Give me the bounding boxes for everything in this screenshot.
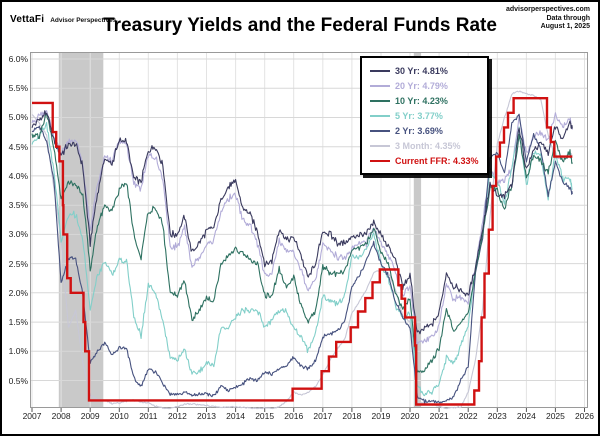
x-axis-tick-label: 2018 (342, 411, 362, 421)
y-axis-tick-label: 5.0% (8, 112, 28, 123)
legend-swatch-line (370, 114, 390, 117)
x-axis-tick-label: 2021 (429, 411, 449, 421)
legend-swatch-line (370, 159, 390, 162)
y-axis-tick-label: 1.5% (8, 317, 28, 328)
source-attribution: advisorperspectives.com Data through Aug… (506, 6, 590, 32)
x-axis-tick-label: 2012 (167, 411, 187, 421)
x-axis-tick-label: 2013 (197, 411, 216, 421)
legend-item-label: 2 Yr: 3.69% (395, 125, 443, 136)
y-axis-tick-label: 1.0% (8, 346, 28, 357)
y-axis-tick-label: 2.0% (8, 287, 28, 298)
legend-item-20-yr: 20 Yr: 4.79% (370, 79, 479, 92)
legend-item-current-ffr: Current FFR: 4.33% (370, 154, 479, 167)
x-axis-tick-label: 2020 (400, 411, 420, 421)
vettafi-logo: VettaFi (10, 14, 45, 25)
legend-item-5-yr: 5 Yr: 3.77% (370, 109, 479, 122)
x-axis-tick-label: 2014 (226, 411, 246, 421)
brand-logo: VettaFi Advisor Perspectives (10, 9, 116, 27)
legend-swatch-line (370, 144, 390, 147)
x-axis-tick-label: 2010 (109, 411, 129, 421)
y-axis-tick-label: 0.5% (8, 375, 28, 386)
x-axis-tick-label: 2026 (575, 411, 594, 421)
legend: 30 Yr: 4.81% 20 Yr: 4.79% 10 Yr: 4.23% 5 Yr… (360, 56, 489, 175)
recession-band (413, 52, 422, 408)
x-axis-tick-label: 2009 (80, 411, 100, 421)
legend-item-10-yr: 10 Yr: 4.23% (370, 94, 479, 107)
legend-item-label: 30 Yr: 4.81% (395, 65, 448, 76)
source-url: advisorperspectives.com (505, 6, 590, 13)
y-axis-tick-label: 4.5% (8, 141, 28, 152)
legend-item-label: 3 Month: 4.35% (395, 140, 461, 151)
legend-swatch-line (370, 69, 390, 72)
legend-item-30-yr: 30 Yr: 4.81% (370, 64, 479, 77)
legend-item-label: 10 Yr: 4.23% (395, 95, 448, 106)
x-axis-labels: 2007 2008 2009 2010 2011 2012 2013 2014 2015 2016… (2, 411, 598, 424)
series-line-3-month (31, 90, 573, 410)
x-axis-tick-label: 2007 (22, 411, 42, 421)
legend-swatch-line (370, 84, 390, 87)
x-axis-tick-label: 2015 (255, 411, 275, 421)
x-axis-tick-label: 2017 (313, 411, 333, 421)
data-through-date: August 1, 2025 (540, 23, 590, 30)
x-axis-tick-label: 2025 (545, 411, 565, 421)
advisor-perspectives-label: Advisor Perspectives (50, 17, 117, 24)
legend-swatch-line (370, 99, 390, 102)
y-axis-tick-label: 2.5% (8, 258, 28, 269)
legend-item-2-yr: 2 Yr: 3.69% (370, 124, 479, 137)
series-line-2-yr (31, 113, 573, 404)
legend-item-label: 20 Yr: 4.79% (395, 80, 448, 91)
x-axis-tick-label: 2022 (458, 411, 478, 421)
x-axis-tick-label: 2024 (516, 411, 536, 421)
series-line-30-yr (31, 110, 573, 335)
x-axis-tick-label: 2011 (139, 411, 158, 421)
legend-item-3-month: 3 Month: 4.35% (370, 139, 479, 152)
chart-title: Treasury Yields and the Federal Funds Ra… (103, 15, 497, 36)
legend-swatch-line (370, 129, 390, 132)
x-axis-tick-label: 2023 (487, 411, 507, 421)
series-line-20-yr (31, 110, 573, 346)
ffr-step-line (32, 97, 573, 406)
plot-area (30, 52, 588, 413)
y-axis-tick-label: 5.5% (8, 83, 28, 94)
x-axis-tick-label: 2016 (284, 411, 304, 421)
yield-chart-svg (30, 52, 588, 412)
data-through-label: Data through (546, 14, 590, 22)
legend-item-label: 5 Yr: 3.77% (395, 110, 443, 121)
y-axis-tick-label: 3.5% (8, 200, 28, 211)
y-axis-tick-label: 3.0% (8, 229, 28, 240)
x-axis-tick-label: 2008 (51, 411, 71, 421)
x-axis-tick-label: 2019 (371, 411, 391, 421)
plot-frame (30, 52, 588, 408)
series-line-10-yr (31, 113, 573, 374)
y-axis-tick-label: 6.0% (8, 54, 28, 64)
y-axis-tick-label: 4.0% (8, 170, 28, 181)
legend-item-label: Current FFR: 4.33% (395, 155, 479, 166)
